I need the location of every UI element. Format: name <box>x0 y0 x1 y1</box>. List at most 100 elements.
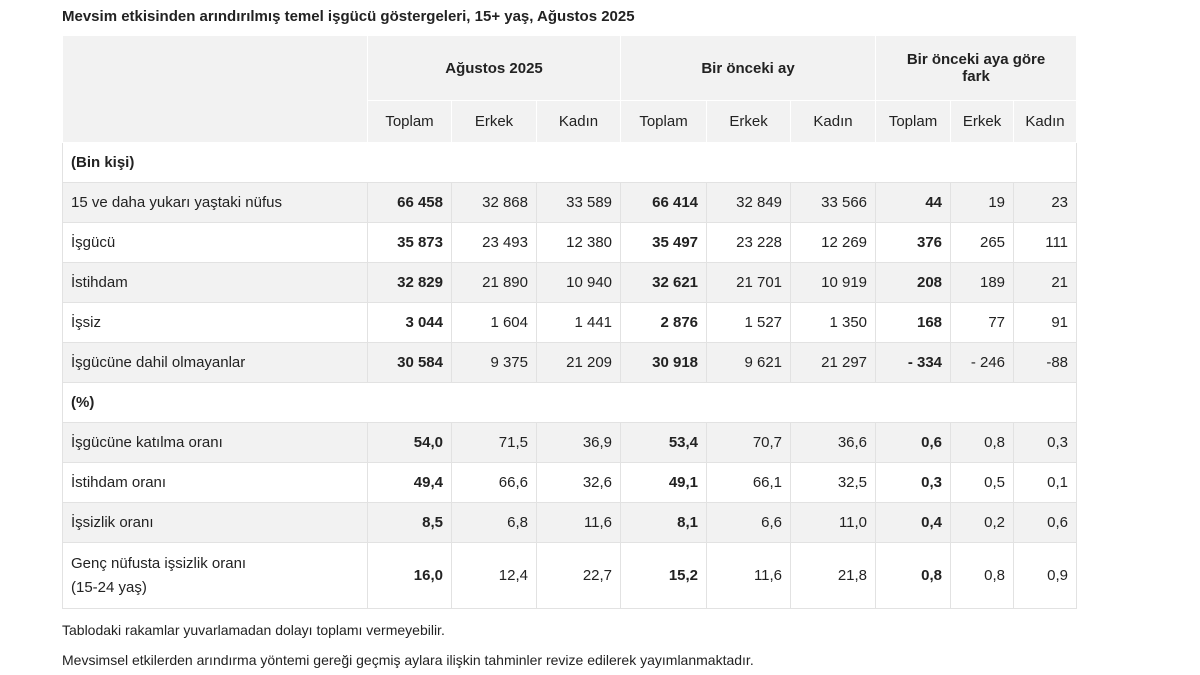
value-cell: 6,6 <box>706 502 792 543</box>
column-header: Toplam <box>875 100 952 143</box>
value-cell: 11,6 <box>535 502 622 543</box>
value-cell: 0,8 <box>950 422 1015 463</box>
value-cell: 16,0 <box>367 542 452 609</box>
value-cell: 53,4 <box>620 422 708 463</box>
value-cell: 66,1 <box>706 462 792 503</box>
value-cell: 22,7 <box>535 542 622 609</box>
value-cell: 23 493 <box>451 222 537 263</box>
data-row: İstihdam oranı 49,4 66,6 32,6 49,1 66,1 32,5 0,… <box>62 462 1078 503</box>
value-cell: 54,0 <box>367 422 452 463</box>
column-header: Erkek <box>950 100 1015 143</box>
value-cell: 0,3 <box>875 462 952 503</box>
data-row: İşgücüne katılma oranı 54,0 71,5 36,9 53,4 70… <box>62 422 1078 463</box>
data-row: Genç nüfusta işsizlik oranı (15-24 yaş) 1… <box>62 542 1078 609</box>
value-cell: 71,5 <box>451 422 537 463</box>
value-cell: 265 <box>950 222 1015 263</box>
value-cell: 11,0 <box>790 502 877 543</box>
footnote: Tablodaki rakamlar yuvarlamadan dolayı t… <box>62 622 445 638</box>
value-cell: 0,6 <box>875 422 952 463</box>
column-header: Erkek <box>451 100 537 143</box>
data-row: İstihdam 32 829 21 890 10 940 32 621 21 701 10… <box>62 262 1078 303</box>
value-cell: 33 589 <box>535 182 622 223</box>
value-cell: 44 <box>875 182 952 223</box>
value-cell: 66,6 <box>451 462 537 503</box>
value-cell: 21 297 <box>790 342 877 383</box>
value-cell: 9 621 <box>706 342 792 383</box>
value-cell: 36,6 <box>790 422 877 463</box>
section-row: (Bin kişi) <box>61 142 1078 183</box>
value-cell: 33 566 <box>790 182 877 223</box>
value-cell: 23 <box>1013 182 1078 223</box>
value-cell: 0,1 <box>1013 462 1078 503</box>
row-label: İşgücü <box>62 222 368 263</box>
value-cell: 21,8 <box>790 542 877 609</box>
value-cell: 168 <box>875 302 952 343</box>
row-label: (Bin kişi) <box>61 142 1078 183</box>
value-cell: 0,6 <box>1013 502 1078 543</box>
value-cell: 70,7 <box>706 422 792 463</box>
value-cell: 15,2 <box>620 542 708 609</box>
data-row: İşgücü 35 873 23 493 12 380 35 497 23 228 12 2… <box>62 222 1078 263</box>
value-cell: 49,4 <box>367 462 452 503</box>
value-cell: 35 873 <box>367 222 452 263</box>
section-row: (%) <box>61 382 1078 423</box>
value-cell: 2 876 <box>620 302 708 343</box>
row-label: İstihdam <box>62 262 368 303</box>
group-header: Ağustos 2025 <box>366 35 622 101</box>
group-header: Bir önceki aya göre fark <box>875 35 1078 101</box>
value-cell: 32,5 <box>790 462 877 503</box>
value-cell: 21 209 <box>535 342 622 383</box>
column-header: Kadın <box>1013 100 1078 143</box>
column-header: Toplam <box>367 100 452 143</box>
value-cell: 32,6 <box>535 462 622 503</box>
column-header: Erkek <box>706 100 792 143</box>
table-title: Mevsim etkisinden arındırılmış temel işg… <box>62 8 635 25</box>
value-cell: 208 <box>875 262 952 303</box>
value-cell: 1 604 <box>451 302 537 343</box>
value-cell: 30 584 <box>367 342 452 383</box>
row-label: 15 ve daha yukarı yaştaki nüfus <box>62 182 368 223</box>
value-cell: 66 414 <box>620 182 708 223</box>
data-row: 15 ve daha yukarı yaştaki nüfus 66 458 32 … <box>62 182 1078 223</box>
value-cell: 376 <box>875 222 952 263</box>
value-cell: 1 441 <box>535 302 622 343</box>
value-cell: 21 890 <box>451 262 537 303</box>
footnote: Mevsimsel etkilerden arındırma yöntemi g… <box>62 652 754 668</box>
corner-cell <box>62 35 368 143</box>
value-cell: 1 350 <box>790 302 877 343</box>
value-cell: 0,5 <box>950 462 1015 503</box>
value-cell: 91 <box>1013 302 1078 343</box>
value-cell: 8,5 <box>367 502 452 543</box>
data-row: İşsizlik oranı 8,5 6,8 11,6 8,1 6,6 11,0 0,4 0,2… <box>62 502 1078 543</box>
value-cell: 66 458 <box>367 182 452 223</box>
value-cell: 9 375 <box>451 342 537 383</box>
value-cell: -88 <box>1013 342 1078 383</box>
value-cell: 1 527 <box>706 302 792 343</box>
value-cell: 0,4 <box>875 502 952 543</box>
value-cell: 10 919 <box>790 262 877 303</box>
group-header: Bir önceki ay <box>620 35 877 101</box>
value-cell: - 246 <box>950 342 1015 383</box>
value-cell: 35 497 <box>620 222 708 263</box>
value-cell: 21 <box>1013 262 1078 303</box>
row-label: İşgücüne katılma oranı <box>62 422 368 463</box>
value-cell: 0,8 <box>875 542 952 609</box>
row-label: İstihdam oranı <box>62 462 368 503</box>
value-cell: - 334 <box>875 342 952 383</box>
value-cell: 0,9 <box>1013 542 1078 609</box>
row-label: Genç nüfusta işsizlik oranı (15-24 yaş) <box>62 542 368 609</box>
value-cell: 32 849 <box>706 182 792 223</box>
value-cell: 30 918 <box>620 342 708 383</box>
value-cell: 12 269 <box>790 222 877 263</box>
value-cell: 21 701 <box>706 262 792 303</box>
value-cell: 49,1 <box>620 462 708 503</box>
value-cell: 111 <box>1013 222 1078 263</box>
row-label: İşsizlik oranı <box>62 502 368 543</box>
data-table: Ağustos 2025 Bir önceki ay Bir önceki aya … <box>61 35 1078 609</box>
column-header: Kadın <box>535 100 622 143</box>
value-cell: 23 228 <box>706 222 792 263</box>
data-row: İşgücüne dahil olmayanlar 30 584 9 375 21 2… <box>62 342 1078 383</box>
value-cell: 36,9 <box>535 422 622 463</box>
column-header: Toplam <box>620 100 708 143</box>
